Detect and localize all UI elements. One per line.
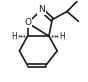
- Text: H: H: [59, 32, 65, 41]
- Text: N: N: [38, 5, 45, 14]
- Text: O: O: [24, 18, 31, 27]
- Text: H: H: [11, 32, 17, 41]
